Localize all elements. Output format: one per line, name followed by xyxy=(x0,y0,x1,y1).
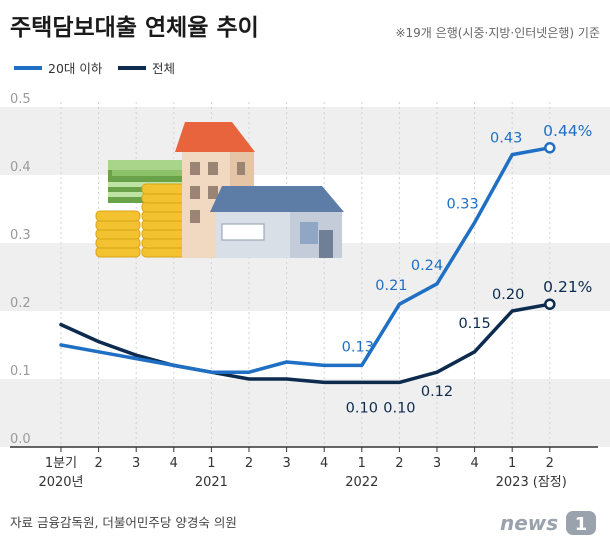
data-label-total: 0.15 xyxy=(458,316,490,332)
x-tick-label: 3 xyxy=(433,456,441,471)
data-label-total: 0.10 xyxy=(383,400,415,416)
y-tick-label: 0.3 xyxy=(10,228,31,243)
y-tick-label: 0.1 xyxy=(10,364,31,379)
x-tick-label: 4 xyxy=(170,456,178,471)
logo-text: news xyxy=(500,511,558,535)
series-lines xyxy=(59,142,556,385)
data-label-young: 0.24 xyxy=(411,258,443,274)
x-tick-label: 3 xyxy=(282,456,290,471)
data-labels: 0.13 0.210.24 0.33 0.43 0.44% 0.10 0.10 0.12 0.1… xyxy=(342,122,593,417)
housing-money-illustration xyxy=(95,122,344,258)
x-tick-label: 3 xyxy=(132,456,140,471)
y-tick-label: 0.0 xyxy=(10,432,31,447)
legend-label-young: 20대 이하 xyxy=(48,61,103,76)
series-line-total xyxy=(59,302,552,385)
x-tick-label: 2 xyxy=(245,456,253,471)
x-year-label: 2023 xyxy=(496,475,529,490)
chart-subtitle: ※19개 은행(시중·지방·인터넷은행) 기준 xyxy=(395,25,600,40)
data-label-young: 0.33 xyxy=(446,197,478,213)
x-tick-label: 4 xyxy=(320,456,328,471)
data-label-young: 0.13 xyxy=(342,339,374,355)
series-line-young xyxy=(59,146,552,374)
x-tick-label: 2 xyxy=(94,456,102,471)
y-tick-label: 0.4 xyxy=(10,160,31,175)
x-year-label: (잠정) xyxy=(533,475,567,490)
y-axis-ticks: 0.0 0.1 0.2 0.3 0.4 0.5 xyxy=(10,92,31,447)
chart-title: 주택담보대출 연체율 추이 xyxy=(10,15,259,41)
data-label-total: 0.21% xyxy=(543,278,592,296)
series-line-total-end-marker xyxy=(544,298,556,310)
data-label-total: 0.10 xyxy=(346,400,378,416)
data-label-total: 0.20 xyxy=(492,287,524,303)
x-year-label: 2021 xyxy=(195,475,228,490)
x-tick-label: 1 xyxy=(358,456,366,471)
x-tick-label: 2 xyxy=(546,456,554,471)
y-tick-label: 0.2 xyxy=(10,296,31,311)
x-year-label: 2022 xyxy=(345,475,378,490)
x-axis-ticks: 1분기 2020년 2 3 4 1 2021 2 3 4 1 2022 2 3 4 1 2023 2 (잠정) xyxy=(38,447,567,490)
x-tick-label: 1 xyxy=(207,456,215,471)
grid-bands xyxy=(0,107,610,447)
series-line-young-end-marker xyxy=(544,142,556,154)
grid-band-2 xyxy=(0,379,610,447)
x-tick-label: 2 xyxy=(395,456,403,471)
data-label-young: 0.43 xyxy=(490,131,522,147)
news1-logo: news 1 xyxy=(500,511,596,535)
data-label-young: 0.44% xyxy=(543,122,592,140)
y-tick-label: 0.5 xyxy=(10,92,31,107)
data-label-total: 0.12 xyxy=(421,384,453,400)
data-label-young: 0.21 xyxy=(375,278,407,294)
legend: 20대 이하 전체 xyxy=(14,61,175,76)
logo-mark: 1 xyxy=(575,514,588,535)
x-tick-label: 1 xyxy=(508,456,516,471)
legend-label-total: 전체 xyxy=(152,61,175,76)
x-year-label: 2020년 xyxy=(38,475,83,490)
x-tick-label: 1분기 xyxy=(45,456,77,471)
source-note: 자료 금융감독원, 더불어민주당 양경숙 의원 xyxy=(10,515,237,530)
x-tick-label: 4 xyxy=(470,456,478,471)
